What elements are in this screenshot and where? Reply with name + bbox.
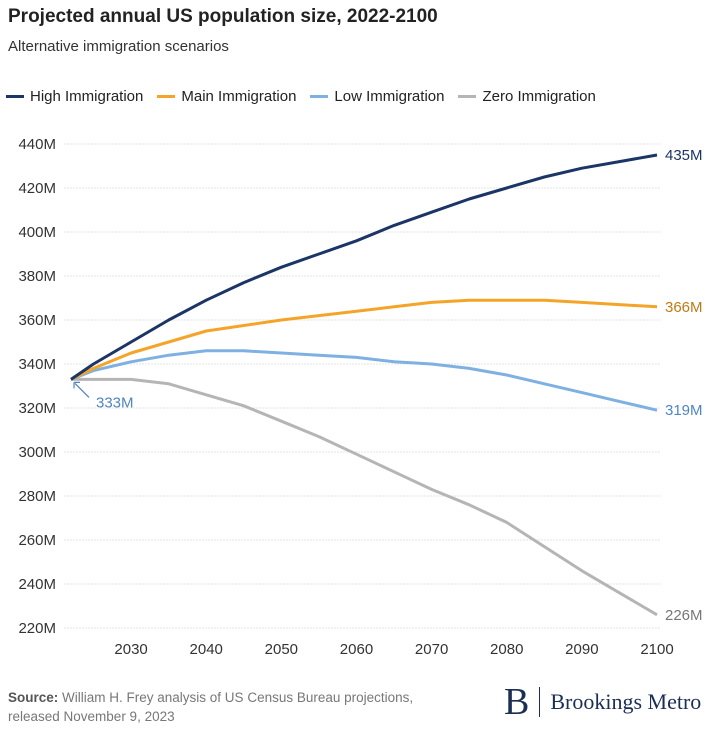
y-tick-label: 260M (18, 532, 56, 549)
legend-item-low: Low Immigration (310, 88, 444, 105)
legend-item-main: Main Immigration (157, 88, 296, 105)
y-tick-label: 220M (18, 620, 56, 637)
logo-divider (539, 687, 541, 717)
x-tick-label: 2100 (640, 641, 673, 658)
legend-swatch (157, 95, 176, 98)
x-tick-label: 2090 (565, 641, 598, 658)
y-tick-label: 240M (18, 576, 56, 593)
legend-item-high: High Immigration (6, 88, 143, 105)
annotation-label: 333M (96, 394, 134, 411)
y-tick-label: 280M (18, 488, 56, 505)
y-tick-label: 380M (18, 268, 56, 285)
x-tick-label: 2070 (415, 641, 448, 658)
logo-text: Brookings Metro (550, 689, 702, 714)
logo-mark: B (504, 681, 530, 723)
y-tick-label: 360M (18, 312, 56, 329)
chart-title: Projected annual US population size, 202… (8, 6, 438, 27)
legend-label: Main Immigration (181, 88, 297, 105)
legend-item-zero: Zero Immigration (458, 88, 596, 105)
end-label: 435M (665, 147, 703, 164)
y-tick-label: 440M (18, 136, 56, 153)
y-tick-label: 420M (18, 180, 56, 197)
series-line-low-immigration (70, 349, 658, 412)
source-note: Source: William H. Frey analysis of US C… (8, 688, 448, 726)
series-line-main-immigration (70, 298, 658, 381)
chart-subtitle: Alternative immigration scenarios (8, 38, 229, 55)
legend: High Immigration Main Immigration Low Im… (6, 88, 596, 105)
legend-swatch (458, 95, 477, 98)
x-tick-label: 2050 (265, 641, 298, 658)
annotation-arrowhead (73, 381, 80, 389)
legend-swatch (6, 95, 24, 98)
x-tick-label: 2060 (340, 641, 373, 658)
y-tick-label: 340M (18, 356, 56, 373)
brookings-logo: B Brookings Metro (504, 680, 701, 724)
end-label: 226M (665, 607, 703, 624)
legend-swatch (310, 95, 329, 98)
x-tick-label: 2040 (190, 641, 223, 658)
end-label: 319M (665, 402, 703, 419)
plot-area: 440M 420M 400M 380M 360M 340M 320M 300M 280M 260M… (18, 136, 703, 658)
source-label: Source: (8, 690, 59, 705)
y-tick-label: 320M (18, 400, 56, 417)
series-line-zero-immigration (71, 377, 658, 617)
y-tick-label: 400M (18, 224, 56, 241)
legend-label: Low Immigration (334, 88, 445, 105)
annotation-arrow (74, 382, 90, 398)
y-tick-label: 300M (18, 444, 56, 461)
source-text: William H. Frey analysis of US Census Bu… (8, 690, 414, 724)
legend-label: Zero Immigration (482, 88, 596, 105)
end-label: 366M (665, 299, 703, 316)
x-tick-label: 2080 (490, 641, 523, 658)
legend-label: High Immigration (30, 88, 144, 105)
x-tick-label: 2030 (114, 641, 147, 658)
series-line-high-immigration (70, 153, 658, 381)
